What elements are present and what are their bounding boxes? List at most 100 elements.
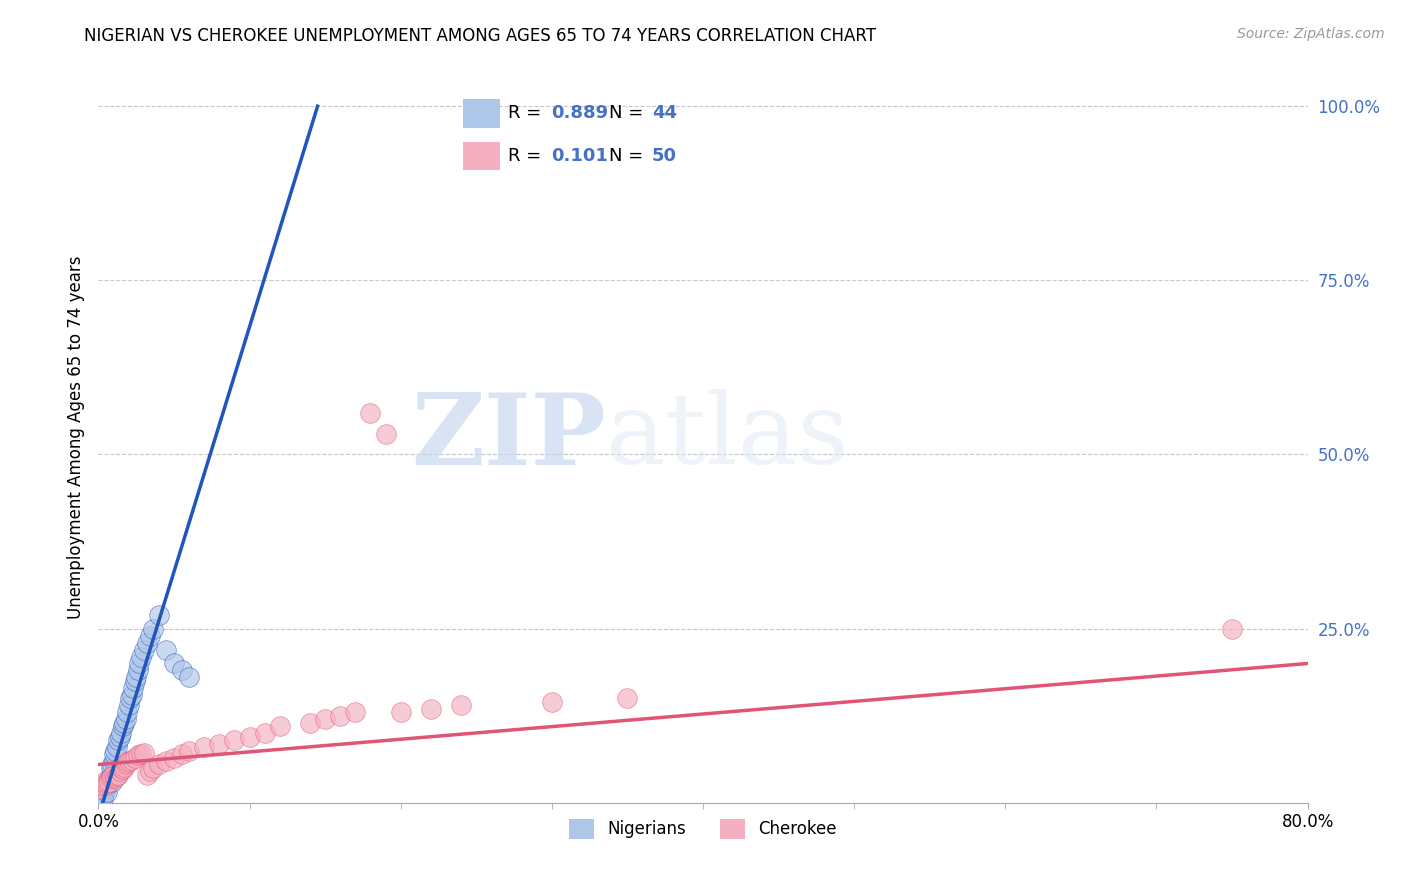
Point: [163, 750, 186, 764]
Point: [107, 768, 129, 782]
Point: [103, 754, 125, 768]
Point: [112, 715, 135, 730]
Point: [105, 740, 128, 755]
Point: [118, 698, 141, 713]
Point: [120, 691, 142, 706]
Point: [124, 750, 146, 764]
Point: [96, 775, 118, 789]
Point: [148, 607, 170, 622]
Point: [142, 761, 165, 775]
Text: Source: ZipAtlas.com: Source: ZipAtlas.com: [1237, 27, 1385, 41]
Point: [135, 768, 157, 782]
Point: [360, 406, 382, 420]
Point: [112, 759, 135, 773]
Point: [129, 649, 152, 664]
Point: [108, 764, 131, 779]
Point: [121, 753, 143, 767]
Point: [98, 772, 121, 786]
Point: [127, 664, 149, 678]
Point: [96, 776, 118, 790]
Point: [124, 673, 146, 688]
Point: [101, 769, 124, 783]
Point: [329, 708, 352, 723]
Point: [121, 688, 143, 702]
Point: [101, 775, 124, 789]
Point: [132, 746, 155, 760]
Point: [374, 426, 396, 441]
Point: [111, 719, 134, 733]
Point: [94, 778, 117, 792]
Point: [93, 775, 115, 789]
Point: [100, 772, 122, 786]
Point: [128, 657, 150, 671]
Point: [170, 664, 193, 678]
Point: [344, 705, 367, 719]
Point: [389, 705, 412, 719]
Point: [94, 781, 117, 796]
Point: [420, 702, 443, 716]
Point: [155, 754, 177, 768]
Point: [90, 778, 112, 792]
Point: [105, 769, 128, 783]
Point: [115, 705, 138, 719]
Point: [139, 629, 162, 643]
Point: [111, 763, 134, 777]
Point: [148, 757, 170, 772]
Point: [91, 789, 114, 803]
Point: [110, 726, 132, 740]
Point: [314, 712, 336, 726]
Point: [239, 730, 262, 744]
Point: [129, 747, 152, 761]
Point: [107, 733, 129, 747]
Point: [135, 635, 157, 649]
Point: [132, 642, 155, 657]
Point: [299, 715, 322, 730]
Point: [224, 733, 246, 747]
Point: [155, 642, 177, 657]
Point: [115, 756, 138, 770]
Point: [118, 754, 141, 768]
Point: [540, 695, 562, 709]
Point: [208, 737, 231, 751]
Point: [87, 792, 110, 806]
Point: [104, 772, 127, 786]
Point: [616, 691, 638, 706]
Point: [1220, 622, 1243, 636]
Point: [104, 743, 127, 757]
Point: [110, 761, 132, 775]
Point: [98, 775, 121, 789]
Point: [269, 719, 291, 733]
Point: [193, 740, 215, 755]
Point: [91, 791, 114, 805]
Point: [139, 764, 162, 779]
Point: [114, 757, 136, 772]
Point: [142, 622, 165, 636]
Point: [125, 670, 148, 684]
Y-axis label: Unemployment Among Ages 65 to 74 years: Unemployment Among Ages 65 to 74 years: [66, 255, 84, 619]
Legend: Nigerians, Cherokee: Nigerians, Cherokee: [562, 812, 844, 846]
Point: [179, 670, 201, 684]
Point: [179, 743, 201, 757]
Point: [100, 761, 122, 775]
Point: [96, 785, 118, 799]
Point: [114, 712, 136, 726]
Point: [253, 726, 276, 740]
Text: atlas: atlas: [606, 389, 849, 485]
Point: [122, 681, 145, 695]
Point: [103, 768, 125, 782]
Point: [89, 794, 111, 808]
Point: [93, 785, 115, 799]
Point: [90, 790, 112, 805]
Point: [103, 747, 125, 761]
Point: [127, 748, 149, 763]
Point: [163, 657, 186, 671]
Point: [100, 768, 122, 782]
Text: ZIP: ZIP: [412, 389, 606, 485]
Point: [450, 698, 472, 713]
Point: [108, 730, 131, 744]
Text: NIGERIAN VS CHEROKEE UNEMPLOYMENT AMONG AGES 65 TO 74 YEARS CORRELATION CHART: NIGERIAN VS CHEROKEE UNEMPLOYMENT AMONG …: [84, 27, 876, 45]
Point: [101, 757, 124, 772]
Point: [87, 781, 110, 796]
Point: [170, 747, 193, 761]
Point: [94, 778, 117, 792]
